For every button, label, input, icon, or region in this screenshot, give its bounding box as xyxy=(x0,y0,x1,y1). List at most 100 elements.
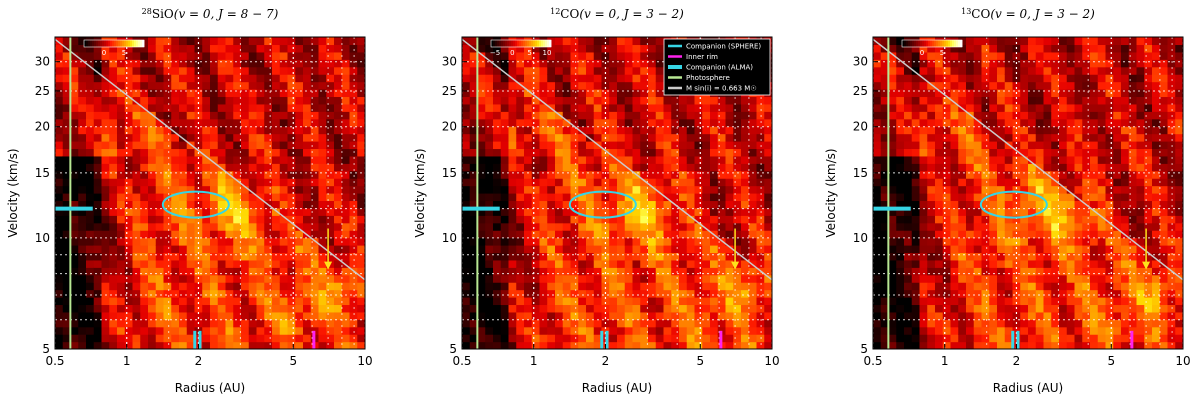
panel-title: 12CO(v = 0, J = 3 − 2) xyxy=(550,7,684,21)
colorbar: −5 0 5 10 xyxy=(490,39,552,57)
colorbar-step xyxy=(926,40,929,47)
colorbar-step xyxy=(88,40,91,47)
keplerian-curve xyxy=(55,38,365,281)
colorbar-step xyxy=(531,40,534,47)
legend: Companion (SPHERE) Inner rim Companion (AL… xyxy=(663,38,771,96)
companion-ellipse xyxy=(568,190,637,219)
companion-ellipse xyxy=(161,190,230,219)
colorbar-step xyxy=(515,40,518,47)
colorbar-tick-label: 0 xyxy=(920,49,924,57)
colorbar-step xyxy=(118,40,121,47)
x-tick-label: 2 xyxy=(1013,354,1021,368)
y-tick-label: 5 xyxy=(42,342,50,356)
y-tick-label: 30 xyxy=(853,55,868,69)
colorbar-step xyxy=(924,40,927,47)
colorbar-step xyxy=(944,40,947,47)
grid xyxy=(55,37,365,349)
colorbar-step xyxy=(517,40,520,47)
legend-label: Companion (ALMA) xyxy=(686,64,753,72)
colorbar-step xyxy=(547,40,550,47)
colorbar-step xyxy=(529,40,532,47)
colorbar-step xyxy=(912,40,915,47)
colorbar-step xyxy=(549,40,552,47)
colorbar-step xyxy=(523,40,526,47)
legend-label: Inner rim xyxy=(686,53,718,61)
y-tick-label: 20 xyxy=(442,120,457,134)
legend-label: Companion (SPHERE) xyxy=(686,43,761,51)
x-tick-label: 2 xyxy=(602,354,610,368)
colorbar-step xyxy=(928,40,931,47)
colorbar-step xyxy=(956,40,959,47)
colorbar-step xyxy=(140,40,143,47)
colorbar-step xyxy=(960,40,963,47)
colorbar-step xyxy=(934,40,937,47)
y-tick-label: 25 xyxy=(35,84,50,98)
x-axis-label: Radius (AU) xyxy=(582,381,652,395)
axes-frame xyxy=(872,36,1184,350)
colorbar-step xyxy=(509,40,512,47)
y-axis-label: Velocity (km/s) xyxy=(413,148,427,237)
overlays xyxy=(462,37,772,349)
colorbar-step xyxy=(910,40,913,47)
colorbar-step xyxy=(932,40,935,47)
x-tick-label: 5 xyxy=(1107,354,1115,368)
x-tick-label: 10 xyxy=(357,354,372,368)
x-tick-label: 0.5 xyxy=(452,354,471,368)
colorbar-step xyxy=(902,40,905,47)
colorbar-step xyxy=(938,40,941,47)
colorbar-step xyxy=(503,40,506,47)
x-tick-label: 1 xyxy=(123,354,131,368)
colorbar-step xyxy=(138,40,141,47)
colorbar-step xyxy=(513,40,516,47)
colorbar-step xyxy=(525,40,528,47)
colorbar-step xyxy=(120,40,123,47)
colorbar-step xyxy=(108,40,111,47)
colorbar-step xyxy=(940,40,943,47)
companion-ellipse xyxy=(979,190,1048,219)
colorbar-step xyxy=(958,40,961,47)
x-tick-label: 0.5 xyxy=(45,354,64,368)
colorbar-step xyxy=(106,40,109,47)
colorbar-frame xyxy=(490,39,552,48)
legend-label: M sin(i) = 0.663 M☉ xyxy=(686,85,757,93)
colorbar-step xyxy=(130,40,133,47)
y-tick-label: 10 xyxy=(35,231,50,245)
colorbar-step xyxy=(493,40,496,47)
y-tick-label: 5 xyxy=(860,342,868,356)
colorbar-step xyxy=(952,40,955,47)
x-tick-label: 5 xyxy=(696,354,704,368)
colorbar-step xyxy=(954,40,957,47)
colorbar-step xyxy=(946,40,949,47)
panel-title: 13CO(v = 0, J = 3 − 2) xyxy=(961,7,1095,21)
x-axis-label: Radius (AU) xyxy=(993,381,1063,395)
y-tick-label: 25 xyxy=(853,84,868,98)
colorbar-step xyxy=(904,40,907,47)
keplerian-curve xyxy=(873,38,1183,281)
grid xyxy=(873,37,1183,349)
y-axis-label: Velocity (km/s) xyxy=(6,148,20,237)
x-tick-label: 1 xyxy=(530,354,538,368)
panel-title: 28SiO(v = 0, J = 8 − 7) xyxy=(142,7,279,21)
colorbar-step xyxy=(499,40,502,47)
colorbar-tick-label: 5 xyxy=(122,49,126,57)
colorbar-step xyxy=(507,40,510,47)
colorbar-step xyxy=(533,40,536,47)
x-tick-label: 10 xyxy=(764,354,779,368)
colorbar-step xyxy=(541,40,544,47)
colorbar-step xyxy=(112,40,115,47)
y-tick-label: 15 xyxy=(853,166,868,180)
colorbar-step xyxy=(491,40,494,47)
colorbar-step xyxy=(521,40,524,47)
colorbar-step xyxy=(535,40,538,47)
colorbar-step xyxy=(916,40,919,47)
x-tick-label: 5 xyxy=(289,354,297,368)
axes-frame xyxy=(461,36,773,350)
arrow-head xyxy=(1142,261,1151,270)
x-tick-label: 2 xyxy=(195,354,203,368)
colorbar-step xyxy=(930,40,933,47)
colorbar-step xyxy=(98,40,101,47)
